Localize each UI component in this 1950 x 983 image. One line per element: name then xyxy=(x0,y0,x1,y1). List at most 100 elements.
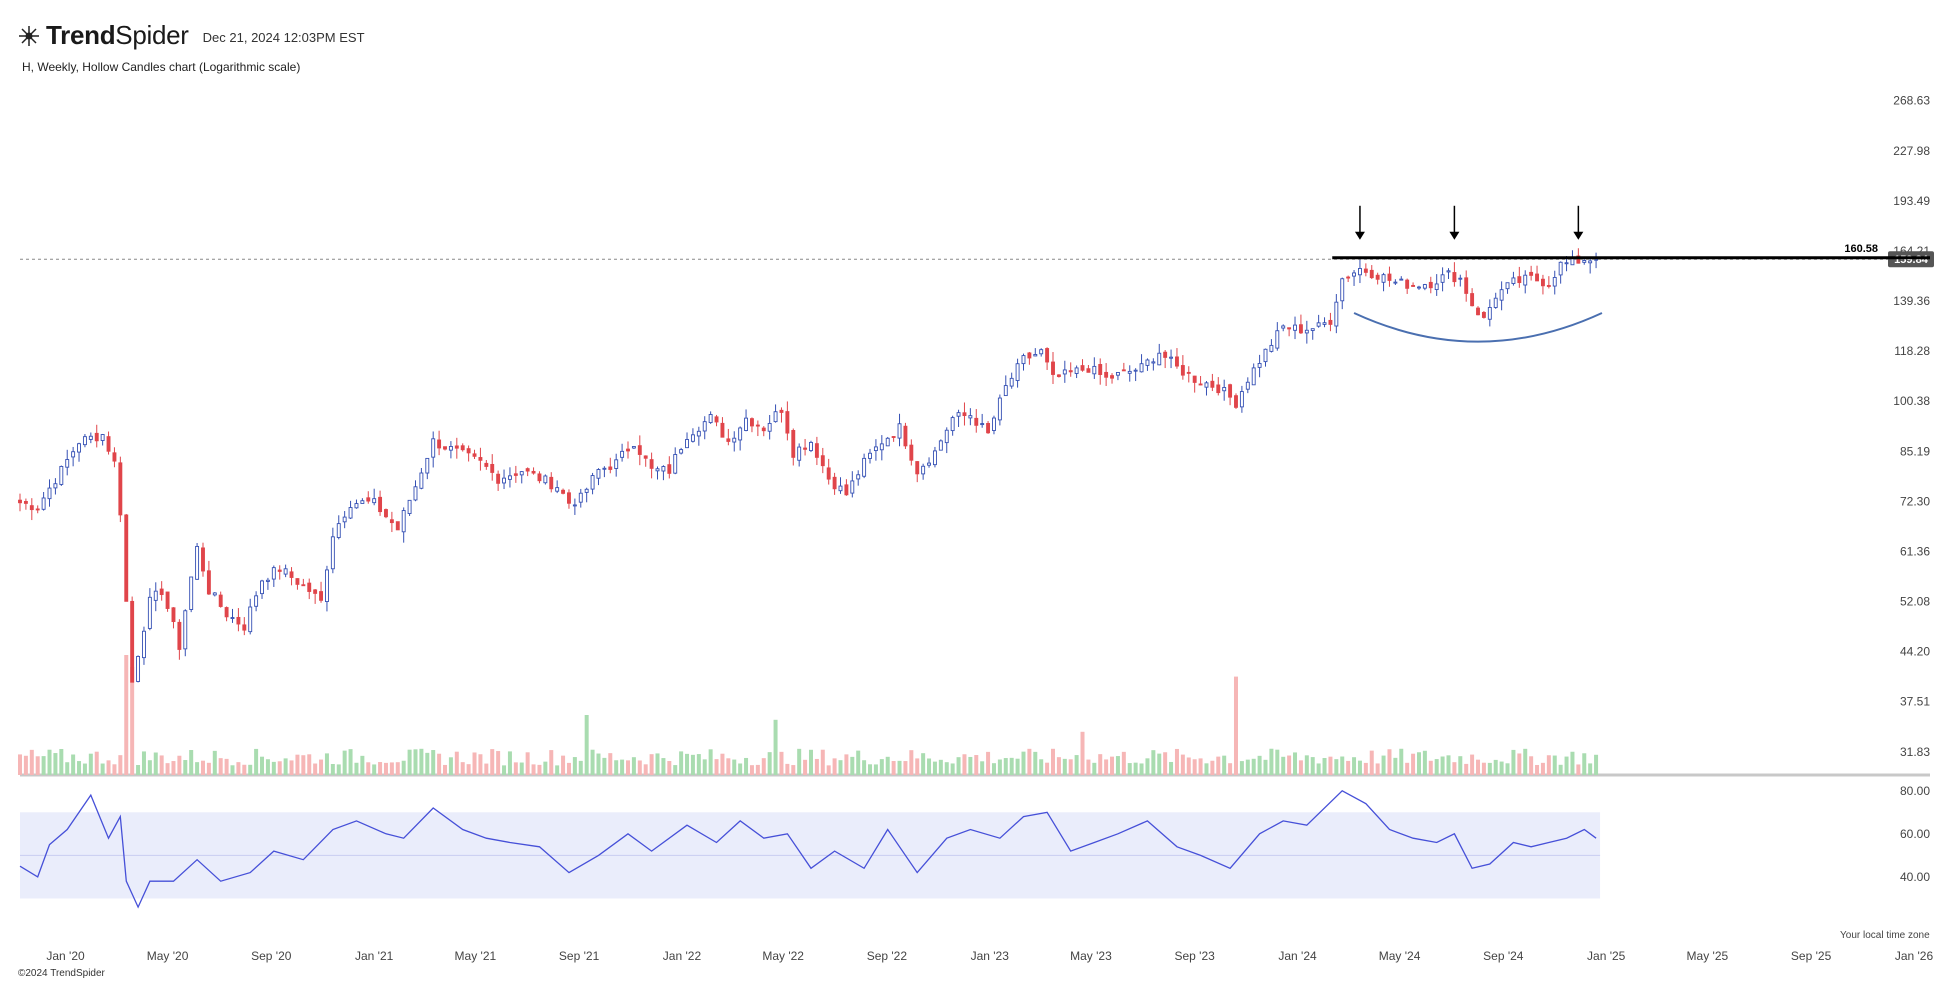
candle-body xyxy=(844,484,849,496)
candle-body xyxy=(1263,348,1268,363)
volume-bar xyxy=(679,751,684,775)
candle-body xyxy=(809,441,813,452)
volume-bar xyxy=(177,755,182,775)
candle xyxy=(1428,276,1433,294)
volume-bar xyxy=(383,762,388,775)
volume-bar xyxy=(956,757,961,775)
chart-date: Dec 21, 2024 12:03PM EST xyxy=(202,30,365,45)
volume-bar xyxy=(1269,748,1274,775)
candle-body xyxy=(112,452,117,462)
candle xyxy=(165,591,170,612)
candle xyxy=(1015,358,1020,388)
candle xyxy=(578,488,583,508)
volume-bar xyxy=(844,754,849,775)
volume-bar xyxy=(1564,756,1569,775)
volume-bar xyxy=(1062,758,1067,775)
volume-bar xyxy=(1558,764,1563,775)
volume-bar xyxy=(584,715,589,775)
candle-body xyxy=(1316,322,1321,327)
volume-bar xyxy=(519,762,524,775)
volume-bar xyxy=(1594,754,1599,775)
candle-body xyxy=(1086,368,1091,373)
candle xyxy=(649,452,654,479)
volume-bar xyxy=(265,759,270,775)
volume-bar xyxy=(1298,760,1303,775)
candle xyxy=(236,608,241,632)
candle-body xyxy=(1015,363,1020,381)
volume-bar xyxy=(106,760,111,775)
volume-bar xyxy=(1328,756,1333,775)
candle-body xyxy=(384,509,388,518)
candle xyxy=(59,465,64,486)
volume-bar xyxy=(1216,756,1221,775)
candle xyxy=(1452,262,1457,287)
volume-bar xyxy=(224,758,229,775)
candle-body xyxy=(879,443,884,451)
candle xyxy=(401,507,406,543)
volume-bar xyxy=(968,756,973,775)
candle-body xyxy=(909,444,914,461)
candle xyxy=(224,606,229,622)
candle xyxy=(1440,267,1445,292)
candle xyxy=(986,421,991,434)
volume-bar xyxy=(1399,748,1404,775)
volume-bar xyxy=(690,754,695,775)
volume-bar xyxy=(873,764,878,775)
candle xyxy=(1275,322,1280,351)
candle xyxy=(661,465,666,481)
candle-body xyxy=(1186,371,1191,374)
candle xyxy=(389,511,394,533)
candle xyxy=(171,607,176,629)
candle-body xyxy=(803,447,808,450)
candle-body xyxy=(29,505,34,511)
candle-body xyxy=(360,500,365,504)
volume-bar xyxy=(1204,763,1209,775)
volume-bar xyxy=(378,762,383,775)
volume-bar xyxy=(667,760,672,775)
candle xyxy=(201,542,205,577)
candle-body xyxy=(1239,391,1244,408)
candle xyxy=(112,447,117,468)
candle-body xyxy=(791,430,796,458)
volume-bar xyxy=(18,754,22,775)
volume-bar xyxy=(1375,763,1380,775)
candle-body xyxy=(147,596,152,629)
volume-bar xyxy=(324,753,329,775)
candle-body xyxy=(1098,364,1103,375)
volume-bar xyxy=(413,749,418,775)
candle xyxy=(1251,363,1256,386)
volume-bar xyxy=(448,757,453,775)
candle xyxy=(1180,355,1185,380)
candle xyxy=(519,471,524,484)
candle xyxy=(885,436,890,447)
candle-body xyxy=(584,488,589,493)
candle-body xyxy=(885,437,890,447)
candle-body xyxy=(230,617,235,619)
volume-bar xyxy=(1535,764,1540,775)
candle-body xyxy=(1062,369,1067,375)
candle xyxy=(673,447,678,475)
candle xyxy=(962,402,967,426)
candle-body xyxy=(242,624,247,631)
volume-bar xyxy=(242,764,247,775)
candle xyxy=(690,428,695,443)
volume-bar xyxy=(826,765,831,775)
candle xyxy=(248,598,253,635)
candle xyxy=(1062,360,1067,383)
candle-body xyxy=(330,536,335,570)
candle xyxy=(478,447,483,471)
candle xyxy=(183,609,188,657)
volume-bar xyxy=(1045,762,1050,775)
candle-body xyxy=(1481,311,1486,318)
volume-bar xyxy=(685,753,690,775)
candle-body xyxy=(1487,307,1492,320)
candle xyxy=(1281,324,1286,332)
candle-body xyxy=(1245,381,1250,390)
volume-bar xyxy=(183,760,188,775)
candle-body xyxy=(1056,374,1061,377)
candle xyxy=(136,655,141,683)
candle-body xyxy=(1068,370,1073,373)
volume-bar xyxy=(808,749,813,775)
candle-body xyxy=(1298,324,1303,334)
